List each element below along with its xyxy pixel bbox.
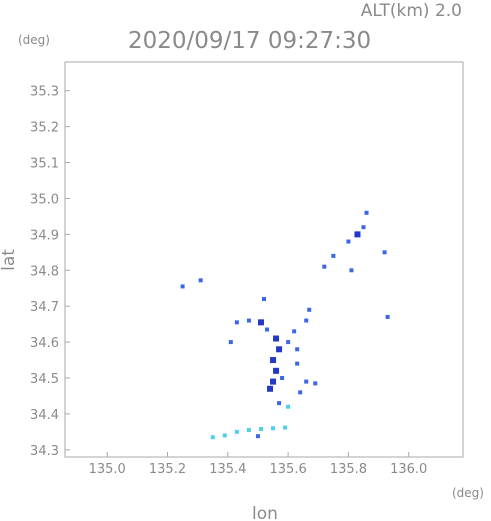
echo-cell: [246, 318, 251, 323]
plot-frame: [64, 61, 464, 458]
x-tick-label: 135.0: [89, 462, 126, 477]
echo-cell: [270, 378, 277, 385]
echo-cell: [286, 340, 291, 345]
echo-cell: [271, 426, 276, 431]
y-tick-label: 34.6: [30, 336, 59, 351]
echo-cell: [277, 401, 282, 406]
y-tick-label: 34.7: [30, 300, 59, 315]
echo-cell: [382, 250, 387, 255]
echo-cell: [257, 319, 264, 326]
echo-layer: [180, 210, 390, 440]
x-unit-label: (deg): [452, 486, 484, 500]
echo-cell: [283, 425, 288, 430]
echo-cell: [255, 434, 260, 439]
axis-ticks: 135.0 135.2 135.4 135.6 135.8 136.0 35.3 35.2 35…: [30, 85, 427, 477]
echo-cell: [270, 357, 277, 364]
echo-cell: [276, 346, 283, 353]
echo-cell: [298, 390, 303, 395]
echo-cell: [322, 264, 327, 269]
echo-cell: [349, 268, 354, 273]
y-tick-label: 35.3: [30, 85, 59, 100]
echo-cell: [262, 297, 266, 301]
echo-cell: [385, 314, 390, 319]
echo-cell: [295, 361, 300, 366]
y-tick-label: 34.5: [30, 372, 59, 387]
y-tick-label: 35.1: [30, 157, 59, 172]
echo-cell: [273, 335, 280, 342]
echo-cell: [307, 307, 312, 312]
echo-cell: [265, 327, 270, 332]
y-tick-label: 34.3: [30, 444, 59, 459]
echo-cell: [267, 385, 274, 392]
x-tick-label: 135.8: [330, 462, 367, 477]
timestamp: 2020/09/17 09:27:30: [128, 28, 371, 54]
echo-cell: [234, 429, 239, 434]
echo-cell: [210, 435, 215, 440]
y-tick-label: 35.2: [30, 121, 59, 136]
echo-cell: [246, 428, 251, 433]
echo-cell: [198, 278, 203, 283]
echo-cell: [228, 340, 233, 345]
x-axis-label: lon: [252, 504, 278, 521]
echo-cell: [331, 253, 336, 258]
echo-cell: [295, 347, 300, 352]
x-tick-label: 135.4: [209, 462, 246, 477]
echo-cell: [346, 239, 351, 244]
y-unit-label: (deg): [18, 33, 50, 47]
echo-cell: [273, 367, 280, 374]
echo-cell: [258, 426, 263, 431]
x-tick-label: 135.2: [149, 462, 186, 477]
echo-cell: [354, 231, 361, 238]
echo-cell: [180, 284, 185, 289]
y-axis-label: lat: [0, 249, 19, 271]
echo-cell: [286, 404, 291, 409]
echo-cell: [361, 225, 366, 230]
y-tick-label: 34.9: [30, 228, 59, 243]
echo-cell: [280, 376, 285, 380]
echo-cell: [364, 210, 369, 215]
echo-cell: [292, 329, 297, 334]
echo-cell: [304, 318, 309, 323]
echo-cell: [304, 379, 309, 384]
echo-cell: [222, 433, 227, 438]
y-tick-label: 34.4: [30, 408, 59, 423]
y-tick-label: 34.8: [30, 264, 59, 279]
y-tick-label: 35.0: [30, 192, 59, 207]
x-tick-label: 136.0: [390, 462, 427, 477]
echo-cell: [313, 381, 318, 386]
x-tick-label: 135.6: [270, 462, 307, 477]
altitude-label: ALT(km) 2.0: [361, 1, 462, 21]
echo-cell: [234, 320, 239, 325]
